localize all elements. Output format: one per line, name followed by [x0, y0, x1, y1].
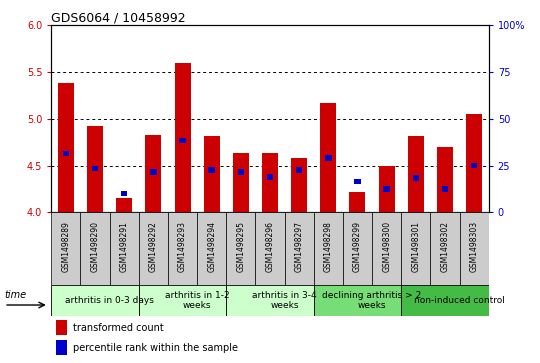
Text: declining arthritis > 2
weeks: declining arthritis > 2 weeks	[322, 291, 422, 310]
Text: percentile rank within the sample: percentile rank within the sample	[73, 343, 238, 352]
Bar	[168, 212, 197, 285]
Bar	[413, 175, 419, 180]
Text: arthritis in 3-4
weeks: arthritis in 3-4 weeks	[252, 291, 317, 310]
Bar	[267, 174, 273, 180]
Text: GDS6064 / 10458992: GDS6064 / 10458992	[51, 11, 186, 24]
Bar	[87, 126, 103, 212]
Bar	[56, 340, 66, 355]
Bar	[285, 212, 314, 285]
Bar	[145, 135, 161, 212]
Text: GSM1498301: GSM1498301	[411, 221, 420, 272]
Bar	[401, 212, 430, 285]
Text: GSM1498300: GSM1498300	[382, 221, 391, 272]
Bar	[63, 151, 69, 156]
Text: GSM1498303: GSM1498303	[470, 221, 478, 272]
Bar	[291, 158, 307, 212]
Bar	[56, 320, 66, 335]
Bar	[354, 179, 361, 184]
Text: GSM1498298: GSM1498298	[324, 221, 333, 272]
Bar	[255, 212, 285, 285]
Bar	[325, 155, 332, 161]
Bar	[174, 63, 191, 212]
Bar	[379, 166, 395, 212]
Bar	[466, 114, 482, 212]
Bar	[437, 147, 453, 212]
Bar	[150, 170, 157, 175]
Text: time: time	[4, 290, 26, 299]
Bar	[204, 136, 220, 212]
Text: GSM1498299: GSM1498299	[353, 221, 362, 272]
Bar	[314, 212, 343, 285]
Bar	[116, 198, 132, 212]
Bar	[92, 166, 98, 171]
Bar	[226, 285, 314, 316]
Bar	[51, 285, 139, 316]
Bar	[233, 154, 249, 212]
Bar	[80, 212, 110, 285]
Bar	[320, 103, 336, 212]
Bar	[51, 212, 80, 285]
Text: GSM1498296: GSM1498296	[266, 221, 274, 272]
Bar	[238, 170, 244, 175]
Bar	[343, 212, 372, 285]
Bar	[197, 212, 226, 285]
Text: GSM1498292: GSM1498292	[149, 221, 158, 272]
Bar	[139, 212, 168, 285]
Bar	[372, 212, 401, 285]
Text: GSM1498302: GSM1498302	[441, 221, 449, 272]
Text: arthritis in 0-3 days: arthritis in 0-3 days	[65, 296, 154, 305]
Bar	[383, 186, 390, 192]
Bar	[349, 192, 366, 212]
Bar	[226, 212, 255, 285]
Bar	[179, 138, 186, 143]
Bar	[460, 212, 489, 285]
Bar	[471, 163, 477, 168]
Bar	[408, 136, 424, 212]
Text: transformed count: transformed count	[73, 323, 164, 333]
Text: GSM1498293: GSM1498293	[178, 221, 187, 272]
Bar	[58, 83, 74, 212]
Bar	[442, 186, 448, 192]
Bar	[314, 285, 401, 316]
Bar	[110, 212, 139, 285]
Text: GSM1498289: GSM1498289	[62, 221, 70, 272]
Bar	[262, 154, 278, 212]
Text: GSM1498291: GSM1498291	[120, 221, 129, 272]
Text: GSM1498294: GSM1498294	[207, 221, 216, 272]
Bar	[208, 167, 215, 173]
Text: GSM1498290: GSM1498290	[91, 221, 99, 272]
Bar	[430, 212, 460, 285]
Text: non-induced control: non-induced control	[414, 296, 505, 305]
Text: GSM1498295: GSM1498295	[237, 221, 245, 272]
Bar	[121, 191, 127, 196]
Text: GSM1498297: GSM1498297	[295, 221, 303, 272]
Bar	[139, 285, 226, 316]
Text: arthritis in 1-2
weeks: arthritis in 1-2 weeks	[165, 291, 230, 310]
Bar	[401, 285, 489, 316]
Bar	[296, 167, 302, 173]
